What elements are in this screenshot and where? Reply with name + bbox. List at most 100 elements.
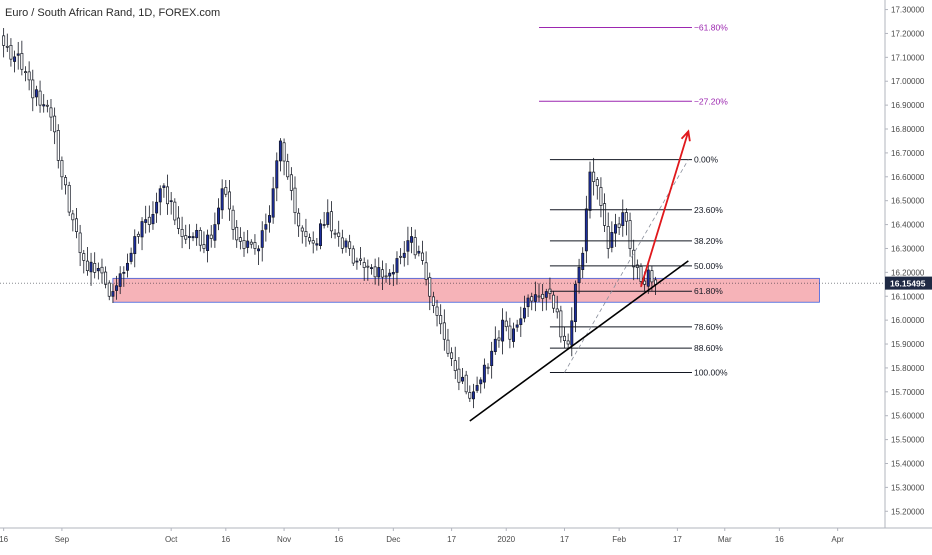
candle-body [380, 269, 384, 278]
candle-body [122, 272, 126, 274]
candle-body [282, 142, 286, 162]
candle-body [490, 350, 494, 367]
candle-body [446, 339, 450, 354]
candle-body [140, 221, 144, 238]
candle-body [337, 232, 341, 237]
candle-body [38, 90, 42, 106]
candle-body [104, 271, 108, 285]
candle-body [450, 352, 454, 359]
candle-body [515, 324, 519, 328]
candle-body [606, 226, 610, 249]
x-tick-label: Nov [277, 535, 291, 544]
candle-body [424, 262, 428, 280]
candle-body [541, 293, 545, 299]
candle-body [431, 296, 435, 306]
x-tick-label: 16 [221, 535, 230, 544]
y-tick-label: 15.80000 [891, 364, 925, 373]
candle-body [522, 307, 526, 319]
candle-body [391, 272, 395, 275]
y-tick-label: 15.60000 [891, 412, 925, 421]
fib-level-label: 38.20% [694, 236, 723, 246]
projection-arrow-head [680, 129, 691, 142]
candle-body [136, 233, 140, 237]
candle-body [581, 252, 585, 270]
x-tick-label: Oct [165, 535, 178, 544]
candle-body [479, 379, 483, 385]
candle-body [238, 237, 242, 242]
candle-body [610, 232, 614, 248]
candle-body [624, 212, 628, 222]
candle-body [366, 265, 370, 268]
candle-body [129, 252, 133, 262]
candle-body [187, 236, 191, 238]
y-tick-label: 17.30000 [891, 6, 925, 15]
candle-body [304, 231, 308, 237]
candle-body [486, 366, 490, 369]
y-tick-label: 16.90000 [891, 101, 925, 110]
x-tick-label: Dec [386, 535, 400, 544]
candle-body [402, 252, 406, 258]
candle-body [9, 45, 13, 60]
candle-body [537, 295, 541, 298]
candle-body [471, 391, 475, 400]
candle-body [297, 212, 301, 227]
candle-body [249, 241, 253, 245]
candle-body [406, 240, 410, 252]
candle-body [253, 242, 257, 249]
candle-body [93, 263, 97, 273]
candle-body [34, 89, 38, 98]
candle-body [144, 219, 148, 223]
y-tick-label: 16.00000 [891, 316, 925, 325]
fib-level-label: 88.60% [694, 343, 723, 353]
candle-body [293, 187, 297, 213]
y-tick-label: 16.70000 [891, 149, 925, 158]
candle-body [191, 236, 195, 239]
candle-body [20, 53, 24, 70]
candle-body [264, 224, 268, 230]
candle-body [555, 308, 559, 313]
y-tick-label: 16.20000 [891, 268, 925, 277]
candle-body [384, 275, 388, 278]
candle-body [27, 71, 31, 81]
candle-body [570, 320, 574, 346]
y-tick-label: 15.90000 [891, 340, 925, 349]
fib-level-label: −61.80% [694, 22, 728, 32]
candle-body [453, 360, 457, 371]
candle-body [428, 277, 432, 297]
candle-body [435, 306, 439, 316]
candle-body [399, 255, 403, 258]
last-price-badge [885, 276, 932, 290]
candle-body [111, 291, 115, 297]
candle-body [340, 237, 344, 249]
candle-body [646, 269, 650, 287]
candle-body [206, 234, 210, 252]
projection-arrow-line [640, 131, 690, 287]
candle-body [355, 260, 359, 263]
candle-body [519, 318, 523, 325]
candle-body [5, 45, 9, 48]
candle-body [158, 188, 162, 203]
y-tick-label: 16.10000 [891, 292, 925, 301]
candle-body [461, 376, 465, 382]
candle-body [257, 248, 261, 252]
candle-body [493, 338, 497, 352]
candle-body [162, 185, 166, 188]
candle-body [115, 285, 119, 291]
candle-body [544, 291, 548, 298]
candle-body [475, 385, 479, 391]
candle-body [617, 223, 621, 228]
y-tick-label: 16.60000 [891, 173, 925, 182]
y-tick-label: 17.20000 [891, 29, 925, 38]
candle-body [373, 266, 377, 278]
candle-body [512, 328, 515, 342]
candle-body [31, 79, 35, 99]
y-tick-label: 15.40000 [891, 459, 925, 468]
y-tick-label: 15.20000 [891, 507, 925, 516]
x-tick-label: 17 [560, 535, 569, 544]
candle-body [85, 260, 89, 272]
candle-body [577, 266, 581, 284]
chart-title: Euro / South African Rand, 1D, FOREX.com [5, 7, 220, 19]
fib-level-label: 23.60% [694, 205, 723, 215]
